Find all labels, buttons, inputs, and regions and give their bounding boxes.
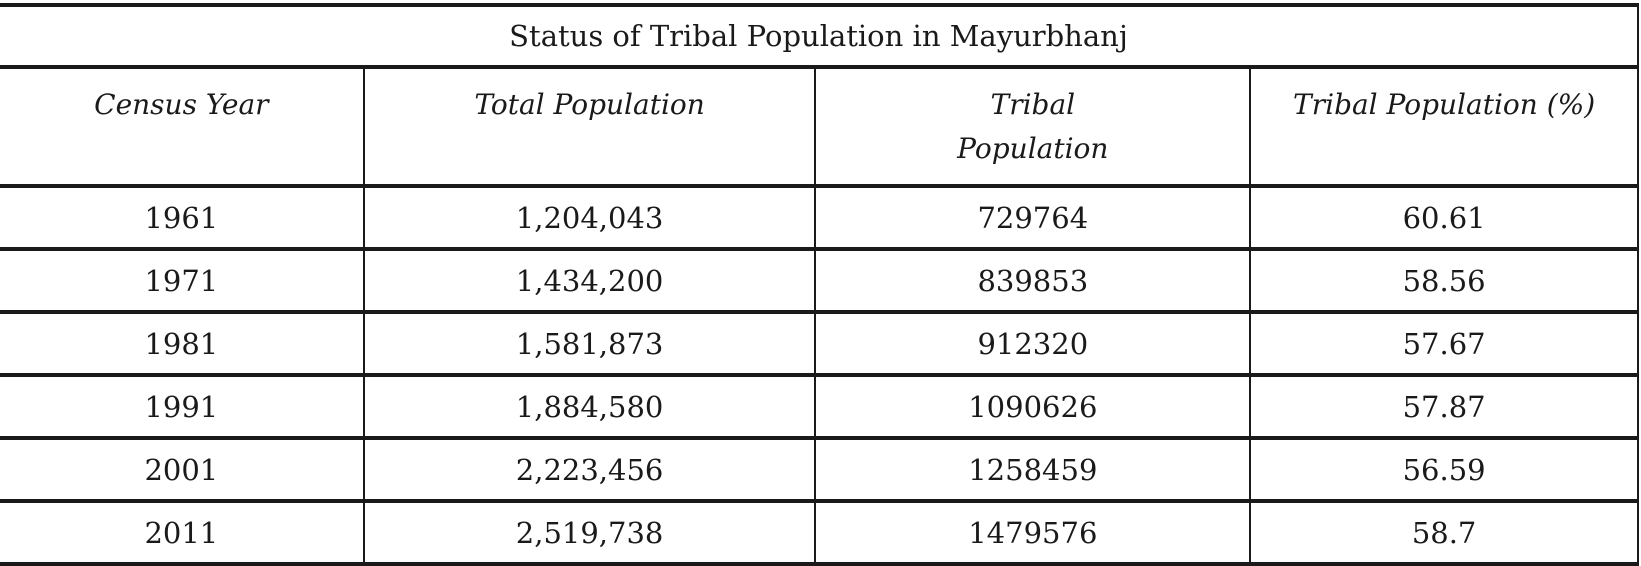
table-row: 1971 1,434,200 839853 58.56: [0, 247, 1639, 313]
tribal-percent-cell: 57.87: [1249, 373, 1639, 439]
census-year-cell: 1961: [0, 184, 365, 250]
census-year-cell: 2011: [0, 499, 365, 566]
census-year-cell: 1971: [0, 247, 365, 313]
header-total-population: Total Population: [362, 65, 817, 187]
tribal-population-cell: 729764: [814, 184, 1252, 250]
total-population-cell: 2,519,738: [362, 499, 817, 566]
total-population-cell: 1,434,200: [362, 247, 817, 313]
census-year-cell: 1991: [0, 373, 365, 439]
tribal-percent-cell: 58.7: [1249, 499, 1639, 566]
tribal-percent-cell: 57.67: [1249, 310, 1639, 376]
tribal-population-cell: 1479576: [814, 499, 1252, 566]
tribal-population-cell: 839853: [814, 247, 1252, 313]
header-tribal-percent: Tribal Population (%): [1249, 65, 1639, 187]
total-population-cell: 1,884,580: [362, 373, 817, 439]
table-row: 2001 2,223,456 1258459 56.59: [0, 436, 1639, 502]
table-header-row: Census Year Total Population Tribal Popu…: [0, 65, 1639, 187]
total-population-cell: 1,204,043: [362, 184, 817, 250]
tribal-percent-cell: 58.56: [1249, 247, 1639, 313]
census-year-cell: 2001: [0, 436, 365, 502]
tribal-population-cell: 1090626: [814, 373, 1252, 439]
table-title-row: Status of Tribal Population in Mayurbhan…: [0, 3, 1639, 68]
table-title: Status of Tribal Population in Mayurbhan…: [0, 3, 1639, 68]
header-tribal-population: Tribal Population: [814, 65, 1252, 187]
table-row: 1961 1,204,043 729764 60.61: [0, 184, 1639, 250]
header-tribal-population-label: Tribal Population: [957, 88, 1109, 165]
header-census-year: Census Year: [0, 65, 365, 187]
tribal-population-table: Status of Tribal Population in Mayurbhan…: [0, 3, 1639, 566]
tribal-population-cell: 912320: [814, 310, 1252, 376]
tribal-percent-cell: 60.61: [1249, 184, 1639, 250]
table-row: 1991 1,884,580 1090626 57.87: [0, 373, 1639, 439]
table-row: 1981 1,581,873 912320 57.67: [0, 310, 1639, 376]
census-year-cell: 1981: [0, 310, 365, 376]
tribal-percent-cell: 56.59: [1249, 436, 1639, 502]
total-population-cell: 1,581,873: [362, 310, 817, 376]
table-row: 2011 2,519,738 1479576 58.7: [0, 499, 1639, 566]
total-population-cell: 2,223,456: [362, 436, 817, 502]
tribal-population-cell: 1258459: [814, 436, 1252, 502]
